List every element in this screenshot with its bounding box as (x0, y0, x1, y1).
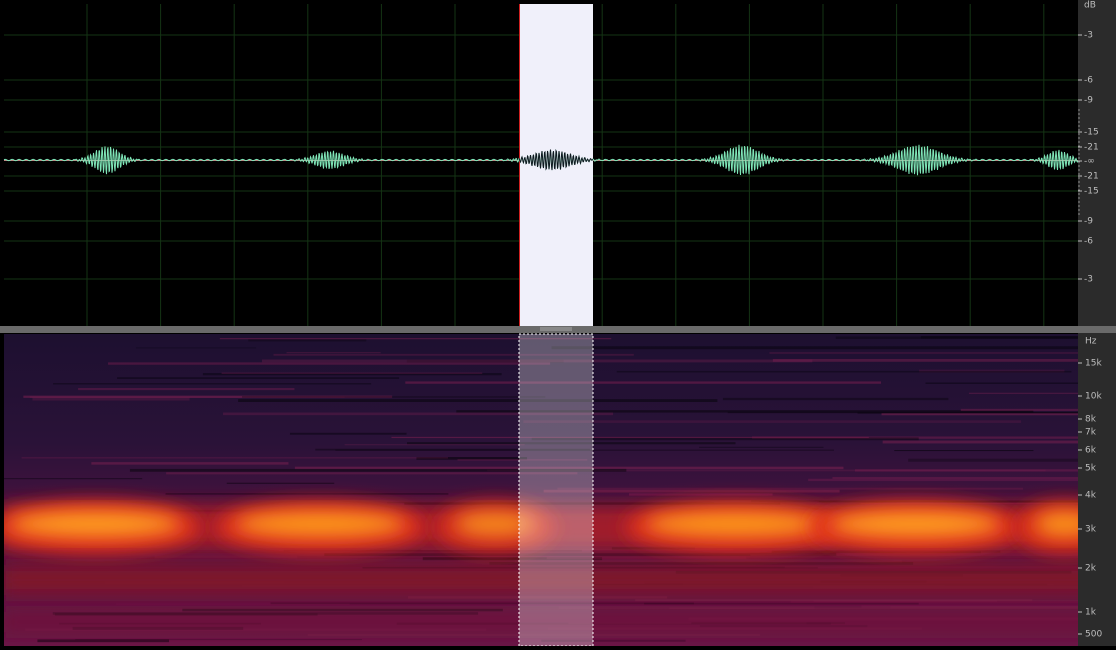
spectral-streak (1, 478, 142, 479)
spectral-streak (22, 457, 448, 458)
scale-label: -15 (1084, 128, 1099, 138)
scale-label: -∞ (1084, 157, 1095, 167)
scale-label: -21 (1084, 143, 1099, 153)
scale-label: -3 (1084, 31, 1093, 41)
scale-label: 10k (1085, 392, 1102, 402)
spectral-streak (617, 371, 1072, 373)
spectral-streak (832, 477, 1116, 479)
scale-label: 1k (1085, 608, 1097, 618)
spectral-streak (182, 609, 503, 612)
scale-label: 6k (1085, 446, 1097, 456)
editor-window: dB -3 -6 -9 -15 -21 -∞ -21 -15 -9 -6 -3 Hz 15k 10k 8k 7… (0, 0, 1116, 646)
scale-label: -15 (1084, 187, 1099, 197)
spectral-streak (32, 398, 189, 401)
spectral-streak (345, 444, 525, 445)
spectral-streak (552, 346, 1096, 349)
energy-core (235, 512, 405, 536)
spectral-streak (166, 493, 449, 495)
scale-label: 3k (1085, 525, 1097, 535)
spectral-streak (242, 396, 545, 397)
spectral-streak (750, 554, 1116, 555)
spectral-streak (290, 433, 407, 435)
scale-label: 2k (1085, 564, 1097, 574)
scale-unit: Hz (1085, 337, 1097, 347)
spectral-streak (813, 600, 997, 602)
spectral-streak (644, 603, 919, 605)
spectral-streak (808, 479, 1116, 481)
spectral-streak (523, 420, 1021, 423)
spectral-streak (136, 347, 256, 348)
scale-label: 500 (1085, 630, 1102, 640)
spectral-streak (117, 377, 399, 379)
scale-label: -21 (1084, 172, 1099, 182)
spectral-streak (53, 383, 371, 384)
spectral-streak (557, 488, 1023, 490)
scale-label: 4k (1085, 491, 1097, 501)
scale-label: 8k (1085, 415, 1097, 425)
spectral-streak (836, 336, 1116, 339)
scale-label: -9 (1084, 217, 1093, 227)
spectral-streak (116, 604, 350, 605)
spectral-streak (222, 372, 483, 373)
spectral-streak (155, 556, 298, 559)
spectral-streak (286, 352, 380, 353)
page: {"waveform_scale":{"unit":"dB","labels":… (0, 0, 1116, 646)
hz-scale (1078, 333, 1116, 646)
spectral-streak (405, 381, 881, 383)
energy-core (645, 512, 825, 536)
scale-label: -9 (1084, 96, 1093, 106)
spectral-streak (391, 437, 868, 438)
spectral-streak (227, 483, 334, 484)
spectral-streak (699, 447, 823, 448)
scale-label: -6 (1084, 76, 1093, 86)
spectral-streak (669, 607, 1090, 609)
spectral-streak (166, 472, 577, 474)
spectral-streak (769, 352, 1116, 354)
scale-label: 7k (1085, 428, 1097, 438)
divider-handle[interactable] (540, 327, 572, 331)
spectral-streak (91, 462, 288, 465)
spectral-streak (248, 339, 366, 341)
spectral-streak (773, 359, 1116, 362)
scale-unit: dB (1084, 1, 1096, 11)
energy-core (10, 512, 180, 536)
spectrogram-selection[interactable] (519, 334, 593, 646)
spectral-streak (108, 362, 550, 364)
scale-label: -6 (1084, 237, 1093, 247)
spectral-streak (629, 493, 773, 495)
scale-label: -3 (1084, 275, 1093, 285)
spectral-streak (723, 398, 948, 400)
scale-label: 5k (1085, 464, 1097, 474)
spectral-streak (894, 450, 1033, 451)
spectral-streak (37, 639, 169, 642)
spectral-streak (238, 399, 717, 402)
selection[interactable] (519, 4, 593, 326)
scale-label: 15k (1085, 359, 1102, 369)
energy-core (830, 512, 1000, 536)
spectral-streak (78, 388, 294, 390)
